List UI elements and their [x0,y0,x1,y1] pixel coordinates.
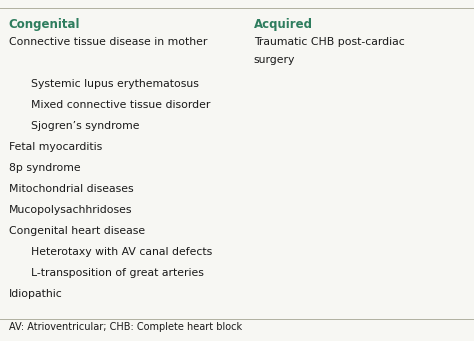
Text: Mucopolysachhridoses: Mucopolysachhridoses [9,205,132,215]
Text: AV: Atrioventricular; CHB: Complete heart block: AV: Atrioventricular; CHB: Complete hear… [9,322,242,332]
Text: Connective tissue disease in mother: Connective tissue disease in mother [9,37,207,47]
Text: Systemic lupus erythematosus: Systemic lupus erythematosus [31,79,199,89]
Text: Heterotaxy with AV canal defects: Heterotaxy with AV canal defects [31,247,212,257]
Text: Acquired: Acquired [254,18,312,31]
Text: Traumatic CHB post-cardiac: Traumatic CHB post-cardiac [254,37,404,47]
Text: Idiopathic: Idiopathic [9,289,62,299]
Text: surgery: surgery [254,55,295,65]
Text: Fetal myocarditis: Fetal myocarditis [9,142,102,152]
Text: Sjogren’s syndrome: Sjogren’s syndrome [31,121,139,131]
Text: L-transposition of great arteries: L-transposition of great arteries [31,268,204,278]
Text: Mitochondrial diseases: Mitochondrial diseases [9,184,133,194]
Text: Mixed connective tissue disorder: Mixed connective tissue disorder [31,100,210,110]
Text: Congenital: Congenital [9,18,80,31]
Text: 8p syndrome: 8p syndrome [9,163,80,173]
Text: Congenital heart disease: Congenital heart disease [9,226,145,236]
